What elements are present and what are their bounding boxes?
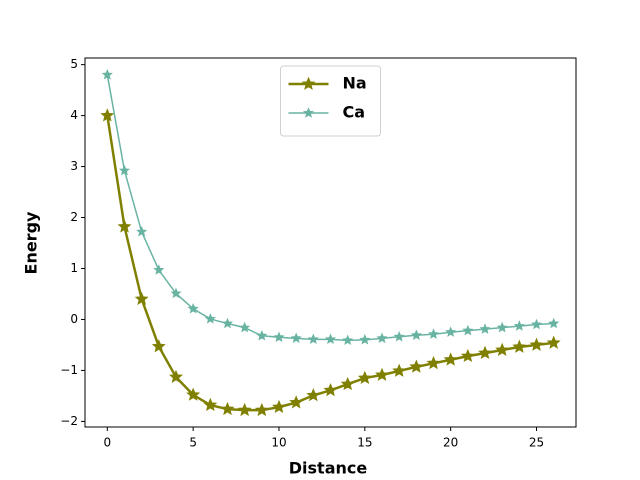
marker [529,337,544,351]
marker [134,291,149,305]
marker [290,332,302,344]
marker [445,326,457,337]
marker [136,225,148,237]
marker [409,359,424,373]
plot-frame [84,57,577,428]
marker [478,345,492,360]
marker [289,395,304,409]
y-axis-label: Energy [22,211,41,275]
marker [204,313,216,324]
marker [375,367,389,381]
marker [376,332,388,344]
x-tick-label: 15 [357,436,372,450]
marker [495,342,510,356]
marker [392,363,407,377]
marker [117,219,132,233]
marker [546,335,561,349]
y-tick-label: 2 [70,210,78,224]
marker [427,328,440,339]
x-tick-label: 20 [443,436,458,450]
marker [273,331,285,342]
marker [221,317,234,329]
y-tick-label: 5 [70,57,78,71]
marker [443,352,458,366]
legend-label: Na [343,74,367,93]
marker [512,339,527,353]
y-tick-label: −2 [60,414,78,428]
marker [101,69,113,80]
marker [357,370,372,384]
marker [186,387,201,401]
legend-marker [301,76,316,90]
x-tick-label: 25 [529,436,544,450]
marker [220,401,235,416]
marker [410,329,422,340]
marker [340,376,355,391]
legend-marker [302,107,315,118]
marker [170,287,182,299]
y-tick-label: 0 [70,312,78,326]
marker [462,324,474,336]
marker [254,402,269,417]
marker [342,334,354,346]
marker [203,397,218,411]
marker [426,355,441,370]
marker [324,333,337,345]
marker [513,320,525,331]
marker [239,321,251,333]
marker [237,402,252,417]
marker [272,399,286,414]
marker [169,369,183,383]
marker [496,321,508,333]
marker [256,329,268,341]
marker [153,264,165,275]
marker [479,323,491,334]
marker [307,333,319,345]
y-tick-label: 3 [70,159,78,173]
marker [306,388,321,402]
y-tick-label: −1 [60,363,78,377]
x-tick-label: 10 [271,436,286,450]
series-line [106,115,554,412]
marker [548,317,560,329]
marker [187,302,199,314]
marker [151,339,166,353]
marker [530,318,543,330]
marker [118,164,131,176]
marker [393,330,405,342]
x-axis-label: Distance [289,459,368,478]
marker [359,334,371,345]
x-tick-label: 5 [189,436,197,450]
marker [100,108,115,122]
legend-label: Ca [343,103,366,122]
marker [323,382,338,397]
y-tick-label: 1 [70,261,78,275]
marker [460,348,475,363]
y-tick-label: 4 [70,108,78,122]
x-tick-label: 0 [103,436,111,450]
